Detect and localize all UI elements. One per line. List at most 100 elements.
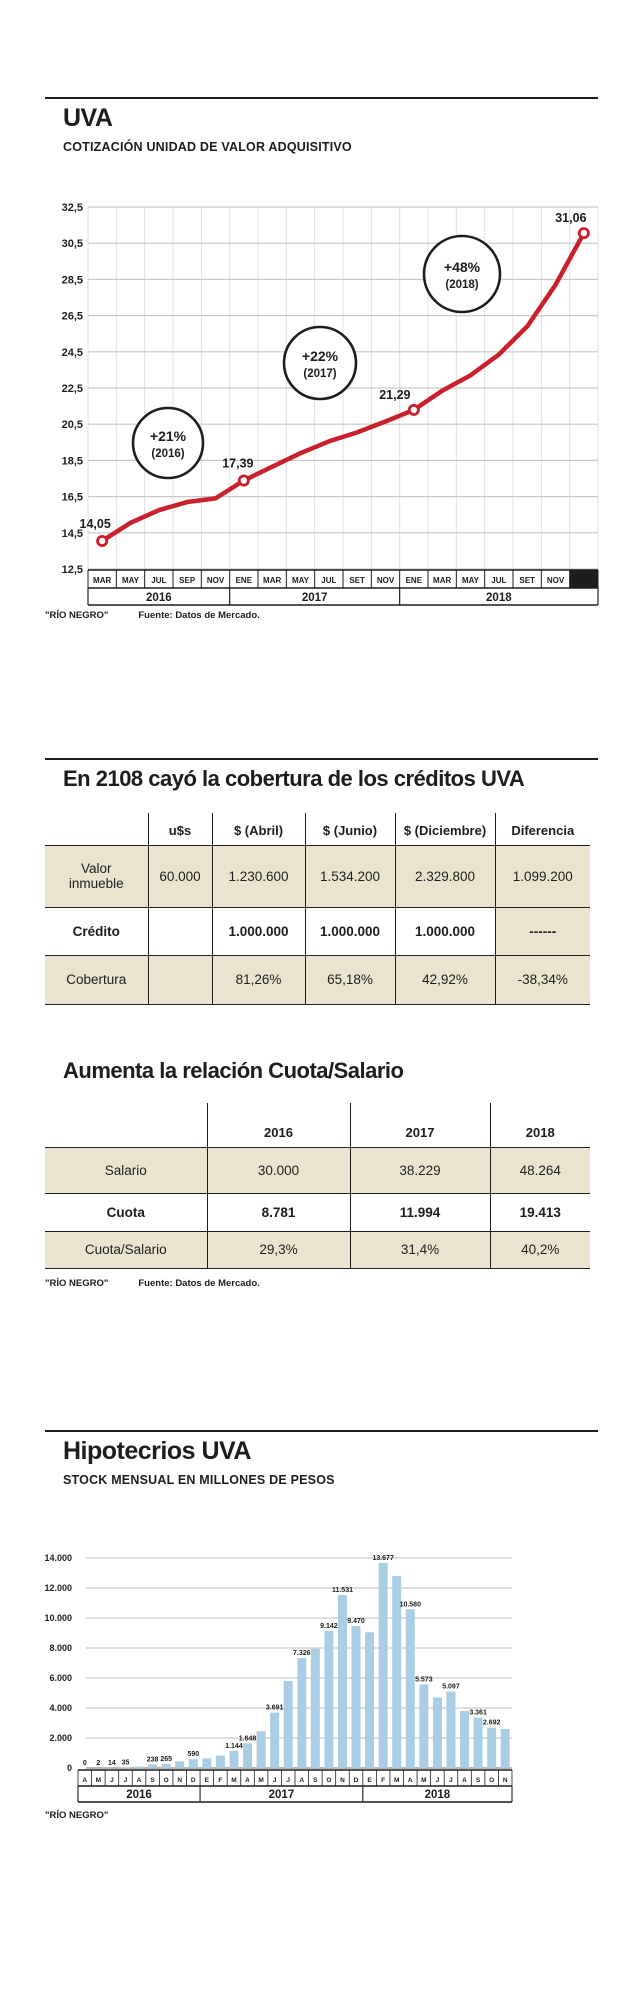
row-label: Valor inmueble xyxy=(45,844,148,907)
table-cell: 1.000.000 xyxy=(394,906,495,955)
month-label: S xyxy=(313,1777,318,1784)
source-line: "RÍO NEGRO" xyxy=(45,1810,108,1821)
annotation-year: (2017) xyxy=(303,368,336,380)
month-label: O xyxy=(326,1777,331,1784)
bar-value: 5.573 xyxy=(415,1676,433,1683)
month-label: D xyxy=(191,1777,196,1784)
month-label: J xyxy=(273,1777,277,1784)
month-label: M xyxy=(258,1777,263,1784)
month-label: O xyxy=(489,1777,494,1784)
brand-label: "RÍO NEGRO" xyxy=(45,610,109,621)
y-axis-tick: 22,5 xyxy=(62,383,83,395)
month-label: JUL xyxy=(151,576,166,585)
cobertura-table-title: En 2108 cayó la cobertura de los crédito… xyxy=(63,766,525,791)
bar xyxy=(324,1630,334,1768)
bar-value: 1.144 xyxy=(225,1743,243,1750)
bar xyxy=(188,1759,198,1768)
point-value: 17,39 xyxy=(222,456,253,470)
month-label: E xyxy=(367,1777,372,1784)
bar xyxy=(215,1755,225,1768)
bar-value: 10.580 xyxy=(400,1601,422,1608)
bar-value: 3.691 xyxy=(266,1705,284,1712)
column-header xyxy=(45,1103,207,1147)
y-axis-tick: 8.000 xyxy=(49,1643,72,1653)
bar-value: 13.677 xyxy=(372,1555,394,1562)
year-label: 2017 xyxy=(269,1789,295,1801)
month-label: F xyxy=(218,1777,222,1784)
point-value: 31,06 xyxy=(555,211,586,225)
table-cell: 1.534.200 xyxy=(304,844,395,907)
cuota-table: 2016 2017 2018 Salario 30.000 38.229 48.264 Cuo… xyxy=(45,1103,590,1269)
y-axis-tick: 4.000 xyxy=(49,1703,72,1713)
month-label: A xyxy=(299,1777,304,1784)
bar xyxy=(351,1625,361,1768)
month-label: M xyxy=(394,1777,399,1784)
y-axis-tick: 30,5 xyxy=(62,238,83,250)
month-label: N xyxy=(503,1777,508,1784)
bar xyxy=(175,1761,185,1768)
source-line: "RÍO NEGRO" Fuente: Datos de Mercado. xyxy=(45,610,260,621)
uva-chart-title: UVA xyxy=(63,104,113,132)
column-header xyxy=(45,813,148,845)
month-label: NOV xyxy=(207,576,225,585)
bar xyxy=(148,1764,158,1768)
bar xyxy=(243,1743,253,1768)
table-cell: 31,4% xyxy=(349,1230,490,1269)
bar-value: 238 xyxy=(147,1756,159,1763)
bar xyxy=(487,1727,497,1768)
column-header: 2018 xyxy=(489,1103,590,1147)
year-label: 2017 xyxy=(302,592,328,604)
brand-label: "RÍO NEGRO" xyxy=(45,1278,109,1289)
y-axis-tick: 0 xyxy=(67,1763,72,1773)
table-cell: -38,34% xyxy=(494,954,590,1005)
month-label: M xyxy=(96,1777,101,1784)
section-divider xyxy=(45,1430,598,1432)
bar-value: 9.142 xyxy=(320,1623,338,1630)
month-label: S xyxy=(476,1777,481,1784)
bar-value: 2.692 xyxy=(483,1720,501,1727)
data-point xyxy=(96,534,109,547)
month-label: J xyxy=(110,1777,114,1784)
table-cell: 48.264 xyxy=(489,1146,590,1193)
y-axis-tick: 14.000 xyxy=(44,1553,72,1563)
table-cell: 2.329.800 xyxy=(394,844,495,907)
cobertura-table: u$s $ (Abril) $ (Junio) $ (Diciembre) Difere… xyxy=(45,813,590,1005)
brand-label: "RÍO NEGRO" xyxy=(45,1810,109,1821)
table-cell: 8.781 xyxy=(206,1192,350,1231)
year-label: 2018 xyxy=(486,592,512,604)
point-value: 21,29 xyxy=(379,388,410,402)
month-label: N xyxy=(340,1777,345,1784)
column-header: $ (Diciembre) xyxy=(394,813,495,845)
uva-chart-subtitle: COTIZACIÓN UNIDAD DE VALOR ADQUISITIVO xyxy=(63,140,352,154)
bar-value: 35 xyxy=(122,1759,130,1766)
month-label: J xyxy=(286,1777,290,1784)
bar xyxy=(446,1691,456,1768)
month-label: JUL xyxy=(491,576,506,585)
annotation-year: (2018) xyxy=(445,279,478,291)
row-label: Cuota xyxy=(45,1192,207,1231)
column-header: $ (Junio) xyxy=(304,813,395,845)
section-divider xyxy=(45,97,598,99)
row-label: Salario xyxy=(45,1146,207,1193)
annotation-year: (2016) xyxy=(151,448,184,460)
column-header: 2016 xyxy=(206,1103,350,1147)
source-line: "RÍO NEGRO" Fuente: Datos de Mercado. xyxy=(45,1278,260,1289)
annotation-pct: +48% xyxy=(444,259,481,275)
table-cell: 19.413 xyxy=(489,1192,590,1231)
month-label: E xyxy=(205,1777,210,1784)
source-note: Fuente: Datos de Mercado. xyxy=(138,610,260,621)
bar xyxy=(473,1717,483,1768)
column-header: u$s xyxy=(147,813,212,845)
section-divider xyxy=(45,758,598,760)
bar xyxy=(419,1684,429,1768)
bar xyxy=(256,1731,266,1768)
month-label: SET xyxy=(349,576,365,585)
month-label: MAR xyxy=(433,576,451,585)
cuota-table-title: Aumenta la relación Cuota/Salario xyxy=(63,1058,404,1083)
y-axis-tick: 6.000 xyxy=(49,1673,72,1683)
bar xyxy=(337,1595,347,1768)
y-axis-tick: 26,5 xyxy=(62,311,83,323)
highlighted-month-cell xyxy=(569,570,598,588)
column-header: Diferencia xyxy=(494,813,590,845)
